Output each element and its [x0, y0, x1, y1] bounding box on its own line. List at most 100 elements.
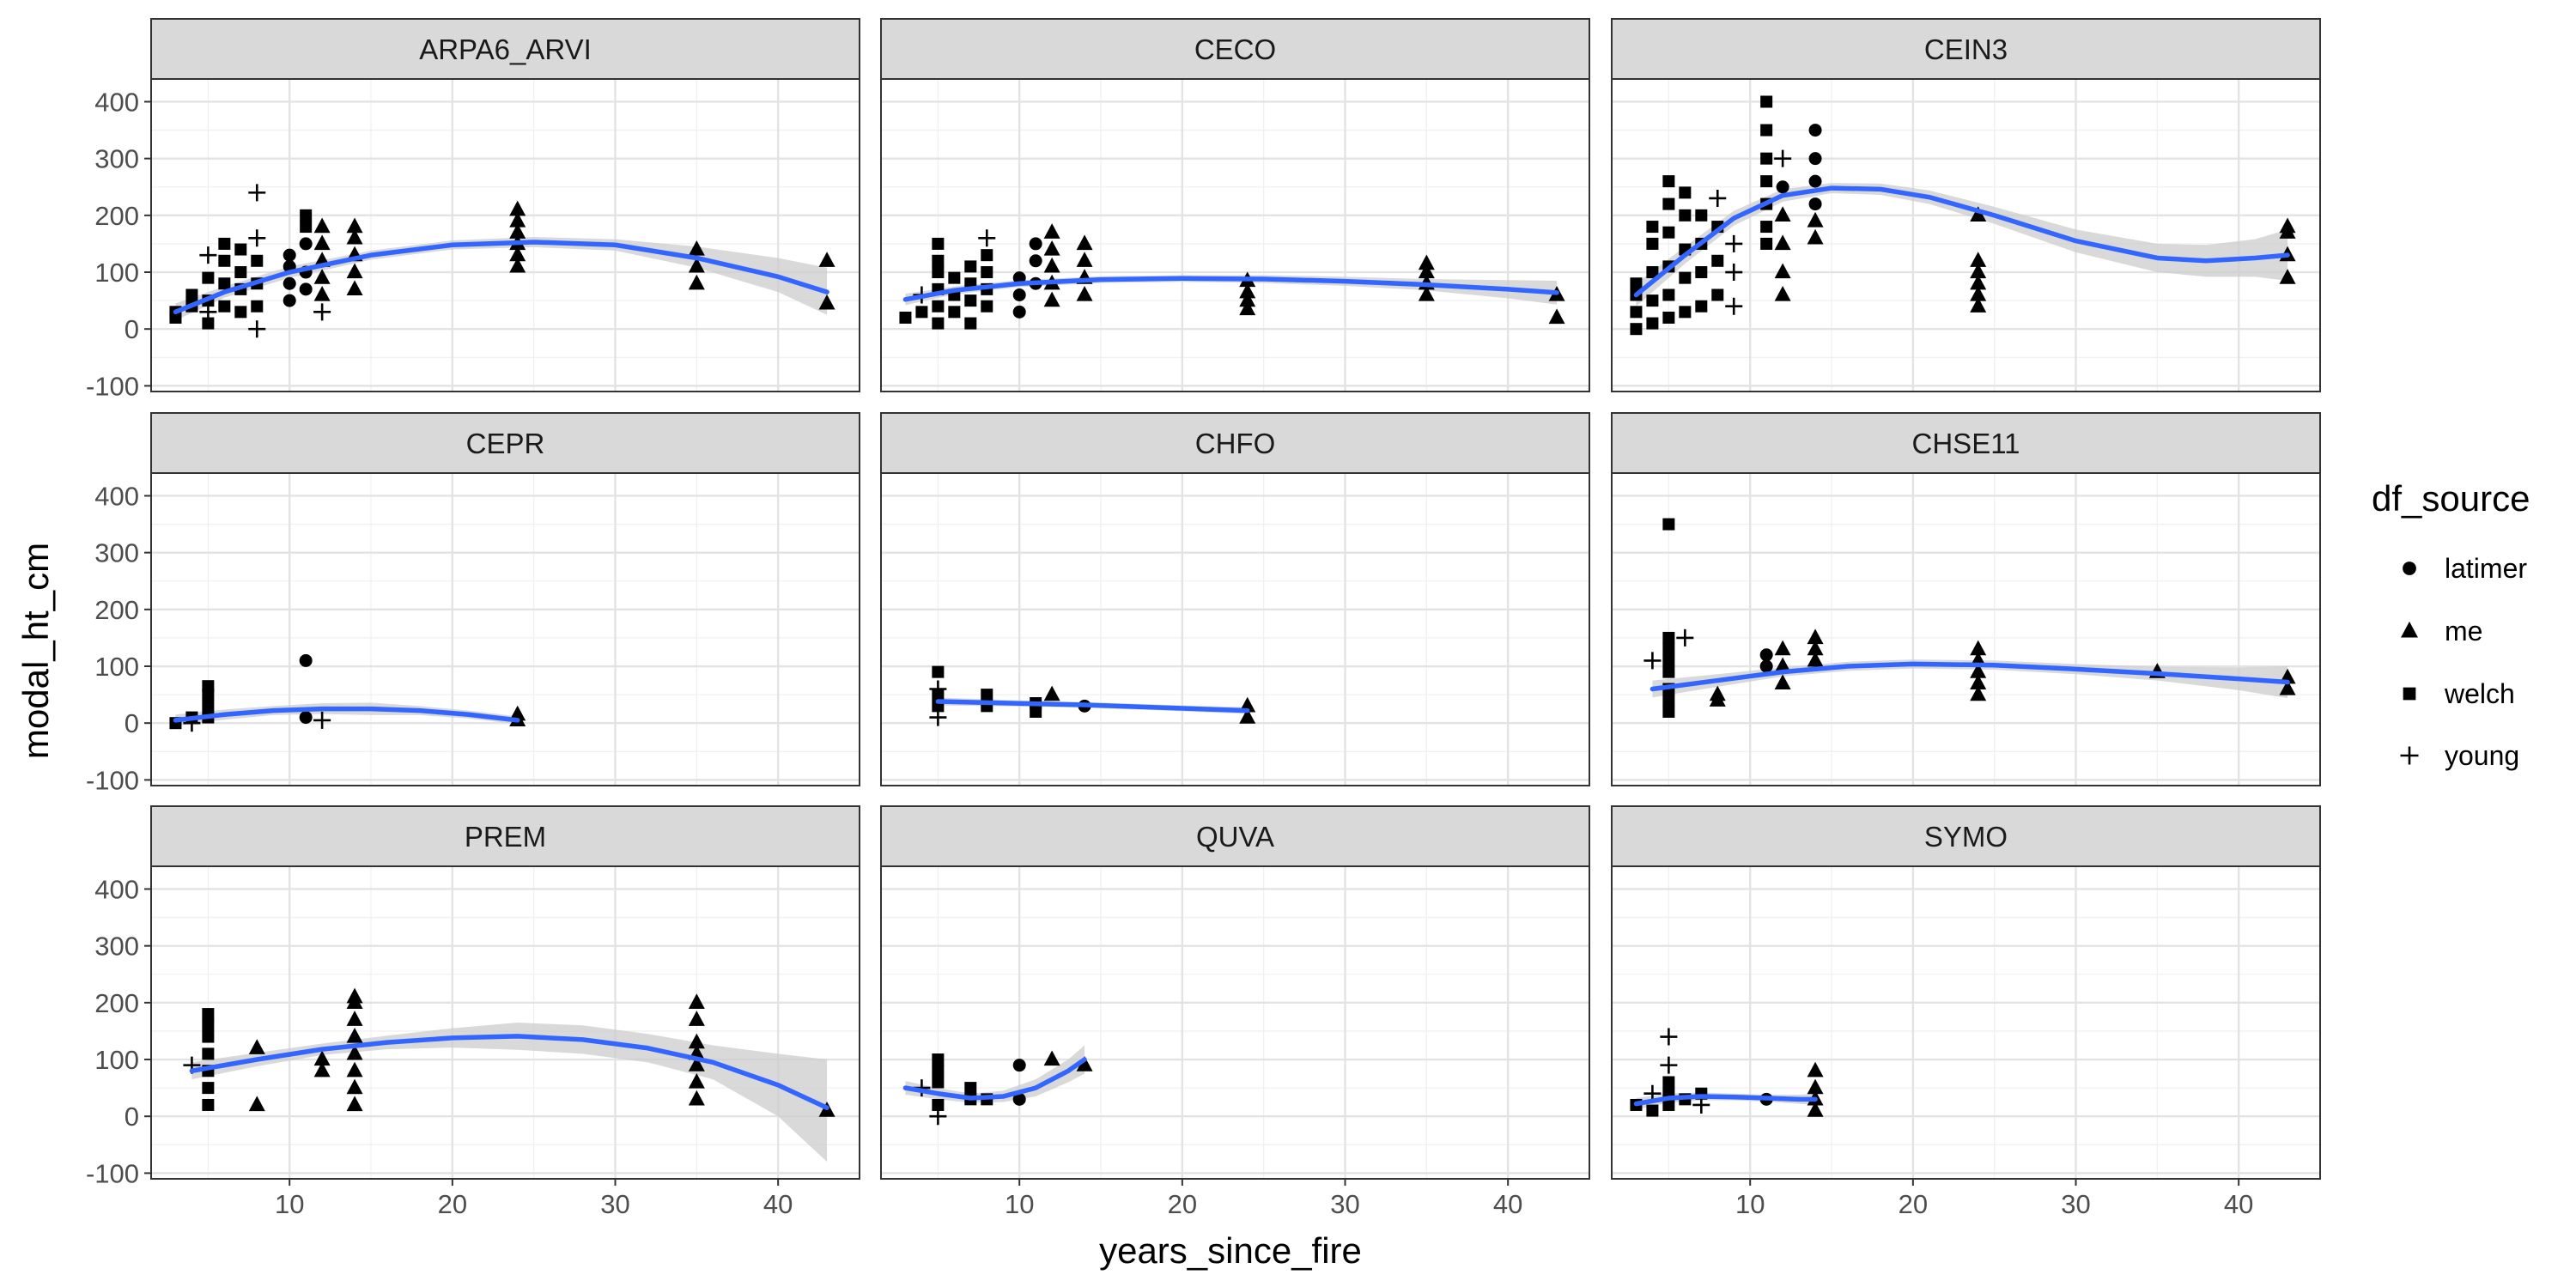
data-point-welch: [1646, 266, 1659, 279]
data-point-welch: [1662, 631, 1675, 644]
data-point-me: [1239, 708, 1256, 724]
panel-border: [1611, 865, 2321, 1180]
plot-background: [881, 79, 1589, 392]
panel-border: [1611, 78, 2321, 392]
y-tick-label: 200: [94, 988, 139, 1018]
legend-label: latimer: [2445, 553, 2527, 584]
smooth-trend-line: [1649, 661, 2290, 692]
data-point-latimer: [299, 237, 313, 251]
data-point-me: [313, 234, 331, 251]
data-point-latimer: [1012, 1059, 1026, 1072]
facet-strip: [1611, 805, 2321, 867]
data-point-welch: [1679, 306, 1692, 319]
data-point-welch: [202, 1047, 215, 1060]
smooth-trend-line: [935, 699, 1250, 713]
facet-panel-arpa6_arvi: ARPA6_ARVI -100 0 100 200 300 400: [86, 18, 860, 401]
legend-key-circle: [2403, 562, 2416, 575]
data-point-me: [346, 1078, 363, 1095]
data-point-welch: [1662, 705, 1675, 718]
y-tick-label: 400: [94, 87, 139, 117]
data-point-me: [1076, 234, 1093, 251]
gridlines: [151, 473, 860, 786]
data-point-me: [313, 1050, 331, 1066]
data-point-welch: [932, 254, 945, 267]
data-point-welch: [300, 209, 313, 222]
data-point-welch: [202, 1098, 215, 1111]
data-point-young: [929, 680, 947, 698]
data-point-me: [1076, 1056, 1093, 1071]
data-point-young: [248, 229, 266, 247]
data-point-latimer: [1759, 659, 1773, 673]
smooth-trend-line: [902, 276, 1559, 302]
data-point-welch: [251, 300, 264, 313]
data-point-latimer: [1012, 288, 1026, 301]
x-axis-title: years_since_fire: [1099, 1230, 1362, 1271]
facet-strip: [150, 805, 860, 867]
data-point-latimer: [299, 282, 313, 296]
data-point-welch: [1760, 237, 1773, 250]
data-point-me: [688, 1056, 705, 1071]
plot-content: [929, 665, 1256, 726]
data-point-me: [1418, 254, 1435, 270]
facet-strip: [1611, 18, 2321, 80]
data-point-me: [688, 240, 705, 256]
facet-panel-chse11: CHSE11: [1611, 412, 2321, 786]
smooth-trend-line: [902, 1057, 1087, 1101]
legend-item-latimer: latimer: [2403, 553, 2527, 584]
data-point-me: [346, 1011, 363, 1026]
data-point-me: [509, 705, 526, 721]
gridlines: [881, 79, 1589, 392]
data-point-welch: [964, 294, 977, 307]
plot-content: [1630, 1028, 1824, 1117]
plot-background: [151, 473, 860, 786]
data-point-welch: [1662, 665, 1675, 678]
data-point-welch: [234, 266, 247, 279]
data-point-welch: [1695, 209, 1708, 222]
panel-border: [880, 865, 1590, 1180]
data-point-me: [248, 1039, 265, 1054]
data-point-me: [1043, 685, 1060, 701]
y-tick-label: 200: [94, 201, 139, 231]
data-point-welch: [1662, 197, 1675, 210]
data-point-me: [1807, 628, 1824, 645]
data-point-me: [1418, 263, 1435, 279]
data-point-me: [1970, 640, 1987, 656]
confidence-ribbon: [175, 702, 518, 726]
panel-border: [150, 78, 860, 392]
data-point-me: [1970, 206, 1987, 222]
data-point-latimer: [1808, 124, 1822, 137]
data-point-me: [1709, 691, 1726, 707]
data-point-me: [1807, 1078, 1824, 1095]
data-point-welch: [218, 300, 231, 313]
data-point-young: [1725, 234, 1743, 252]
y-tick-label: 100: [94, 652, 139, 682]
data-point-me: [688, 1011, 705, 1026]
facet-strip-label: CECO: [1194, 33, 1276, 65]
data-point-welch: [1662, 226, 1675, 239]
panel-border: [880, 472, 1590, 786]
x-tick-label: 30: [600, 1189, 629, 1219]
y-tick-label: 200: [94, 595, 139, 625]
data-point-latimer: [1012, 305, 1026, 319]
y-tick-label: 400: [94, 874, 139, 904]
data-point-me: [1418, 285, 1435, 301]
x-tick-label: 10: [1005, 1189, 1034, 1219]
data-point-welch: [202, 1019, 215, 1032]
data-point-me: [688, 274, 705, 290]
legend: df_source latimer me welch young: [2372, 478, 2530, 771]
x-tick-label: 40: [2224, 1189, 2253, 1219]
data-point-me: [2279, 679, 2296, 695]
data-point-young: [1709, 189, 1727, 207]
legend-key-triangle: [2401, 621, 2418, 638]
data-point-young: [199, 303, 217, 321]
data-point-welch: [218, 277, 231, 290]
y-tick-label: 400: [94, 481, 139, 511]
x-tick-label: 20: [1168, 1189, 1197, 1219]
confidence-ribbon: [191, 1023, 828, 1163]
data-point-me: [1970, 274, 1987, 290]
facet-panel-ceco: CECO: [880, 18, 1590, 392]
data-point-me: [346, 1028, 363, 1043]
data-point-me: [688, 993, 705, 1009]
data-point-latimer: [283, 276, 296, 290]
